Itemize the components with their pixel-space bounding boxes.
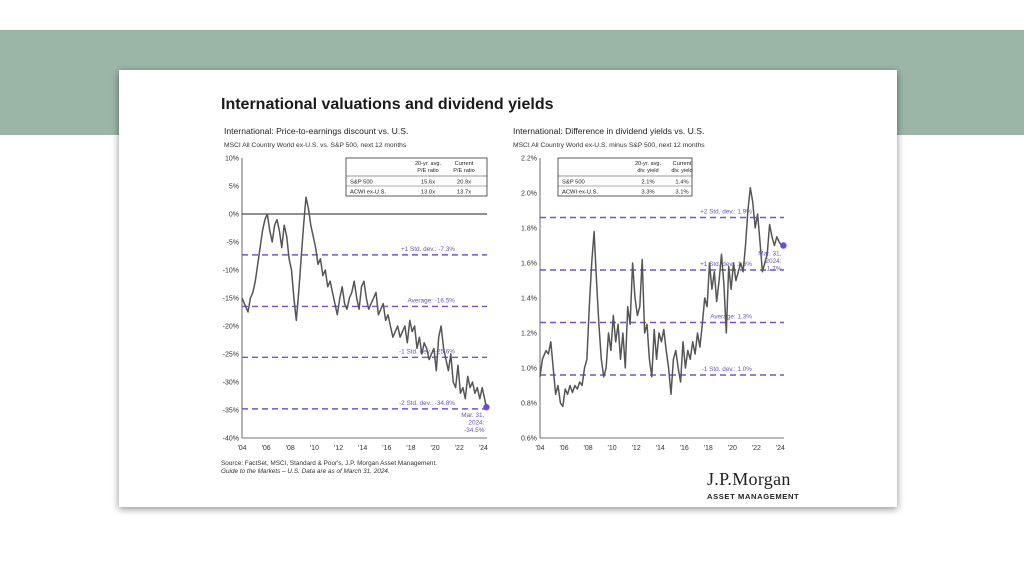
jpmorgan-logo: J.P.Morgan ASSET MANAGEMENT xyxy=(707,469,799,501)
x-tick-label: '08 xyxy=(286,445,295,452)
chart-panel-1: International: Price-to-earnings discoun… xyxy=(223,126,490,452)
reference-label: Average: -16.5% xyxy=(408,297,456,304)
table-cell: 3.1% xyxy=(675,190,688,196)
y-tick-label: 10% xyxy=(225,156,239,163)
y-tick-label: -35% xyxy=(223,408,239,415)
latest-label: 2024: xyxy=(765,258,781,265)
y-tick-label: 1.0% xyxy=(521,366,537,373)
series-line xyxy=(539,187,784,408)
x-tick-label: '12 xyxy=(334,445,343,452)
x-tick-label: '20 xyxy=(728,445,737,452)
table-header: Current xyxy=(455,161,474,167)
table-cell: 20.9x xyxy=(457,180,471,186)
table-header: P/E ratio xyxy=(417,168,438,174)
logo-name: J.P.Morgan xyxy=(707,469,791,489)
table-header: P/E ratio xyxy=(453,168,474,174)
y-tick-label: 0.6% xyxy=(521,436,537,443)
y-tick-label: -25% xyxy=(223,352,239,359)
table-cell: S&P 500 xyxy=(562,180,585,186)
x-tick-label: '16 xyxy=(680,445,689,452)
table-border xyxy=(345,157,488,197)
table-cell: ACWI ex-U.S. xyxy=(350,190,386,196)
chart-subtitle: MSCI All Country World ex-U.S. vs. S&P 5… xyxy=(224,142,407,149)
y-tick-label: 2.0% xyxy=(521,191,537,198)
chart-panel-2: International: Difference in dividend yi… xyxy=(513,126,787,452)
latest-point xyxy=(780,242,787,249)
chart-title: International: Price-to-earnings discoun… xyxy=(224,126,408,136)
table-header: div. yield xyxy=(671,168,692,174)
y-tick-label: -5% xyxy=(227,240,239,247)
reference-label: -1 Std. dev.: 1.0% xyxy=(702,366,753,373)
table-cell: ACWI ex-U.S. xyxy=(562,190,598,196)
y-tick-label: -10% xyxy=(223,268,239,275)
footer-notes: Source: FactSet, MSCI, Standard & Poor's… xyxy=(221,460,437,476)
x-tick-label: '20 xyxy=(431,445,440,452)
table-cell: 2.1% xyxy=(641,180,654,186)
y-tick-label: 1.4% xyxy=(521,296,537,303)
x-tick-label: '22 xyxy=(455,445,464,452)
y-tick-label: 5% xyxy=(229,184,239,191)
logo-subtitle: ASSET MANAGEMENT xyxy=(707,492,800,501)
slide-title: International valuations and dividend yi… xyxy=(221,96,554,113)
table-header: 20-yr. avg. xyxy=(635,161,662,167)
x-tick-label: '16 xyxy=(382,445,391,452)
guide-note: Guide to the Markets – U.S. Data are as … xyxy=(221,468,390,475)
chart-subtitle: MSCI All Country World ex-U.S. minus S&P… xyxy=(513,142,705,149)
table-cell: 13.7x xyxy=(457,190,471,196)
x-tick-label: '06 xyxy=(262,445,271,452)
x-tick-label: '04 xyxy=(237,445,246,452)
x-tick-label: '18 xyxy=(704,445,713,452)
x-tick-label: '10 xyxy=(310,445,319,452)
y-tick-label: 1.8% xyxy=(521,226,537,233)
y-tick-label: 0% xyxy=(229,212,239,219)
table-cell: 3.3% xyxy=(641,190,654,196)
y-tick-label: -30% xyxy=(223,380,239,387)
table-border xyxy=(557,157,693,197)
latest-label: Mar. 31, xyxy=(758,251,781,258)
slide-card: International valuations and dividend yi… xyxy=(119,70,897,507)
table-header: div. yield xyxy=(637,168,658,174)
x-tick-label: '24 xyxy=(776,445,785,452)
y-tick-label: -15% xyxy=(223,296,239,303)
latest-label: 2024: xyxy=(468,420,484,427)
y-tick-label: -40% xyxy=(223,436,239,443)
latest-label: Mar. 31, xyxy=(461,412,484,419)
table-cell: 15.6x xyxy=(421,180,435,186)
reference-label: +1 Std. dev.: 1.6% xyxy=(700,261,752,268)
table-cell: 1.4% xyxy=(675,180,688,186)
reference-label: Average: 1.3% xyxy=(710,314,752,321)
x-tick-label: '12 xyxy=(632,445,641,452)
reference-label: +1 Std. dev.: -7.3% xyxy=(401,246,455,253)
reference-label: +2 Std. dev.: 1.9% xyxy=(700,209,752,216)
table-header: Current xyxy=(673,161,692,167)
x-tick-label: '06 xyxy=(559,445,568,452)
x-tick-label: '10 xyxy=(608,445,617,452)
x-tick-label: '22 xyxy=(752,445,761,452)
x-tick-label: '08 xyxy=(584,445,593,452)
x-tick-label: '14 xyxy=(358,445,367,452)
source-note: Source: FactSet, MSCI, Standard & Poor's… xyxy=(221,460,438,467)
reference-label: -2 Std. dev.: -34.8% xyxy=(399,400,455,407)
latest-label: -34.5% xyxy=(464,427,485,434)
table-cell: 13.0x xyxy=(421,190,435,196)
y-tick-label: -20% xyxy=(223,324,239,331)
table-header: 20-yr. avg. xyxy=(415,161,442,167)
latest-label: 1.7% xyxy=(767,266,782,273)
chart-title: International: Difference in dividend yi… xyxy=(513,126,704,136)
table-cell: S&P 500 xyxy=(350,180,373,186)
series-line xyxy=(241,196,488,408)
x-tick-label: '24 xyxy=(479,445,488,452)
x-tick-label: '04 xyxy=(535,445,544,452)
x-tick-label: '18 xyxy=(406,445,415,452)
y-tick-label: 2.2% xyxy=(521,156,537,163)
latest-point xyxy=(483,404,490,411)
y-tick-label: 1.6% xyxy=(521,261,537,268)
y-tick-label: 0.8% xyxy=(521,401,537,408)
x-tick-label: '14 xyxy=(656,445,665,452)
y-tick-label: 1.2% xyxy=(521,331,537,338)
charts-canvas: International: Price-to-earnings discoun… xyxy=(223,126,787,452)
